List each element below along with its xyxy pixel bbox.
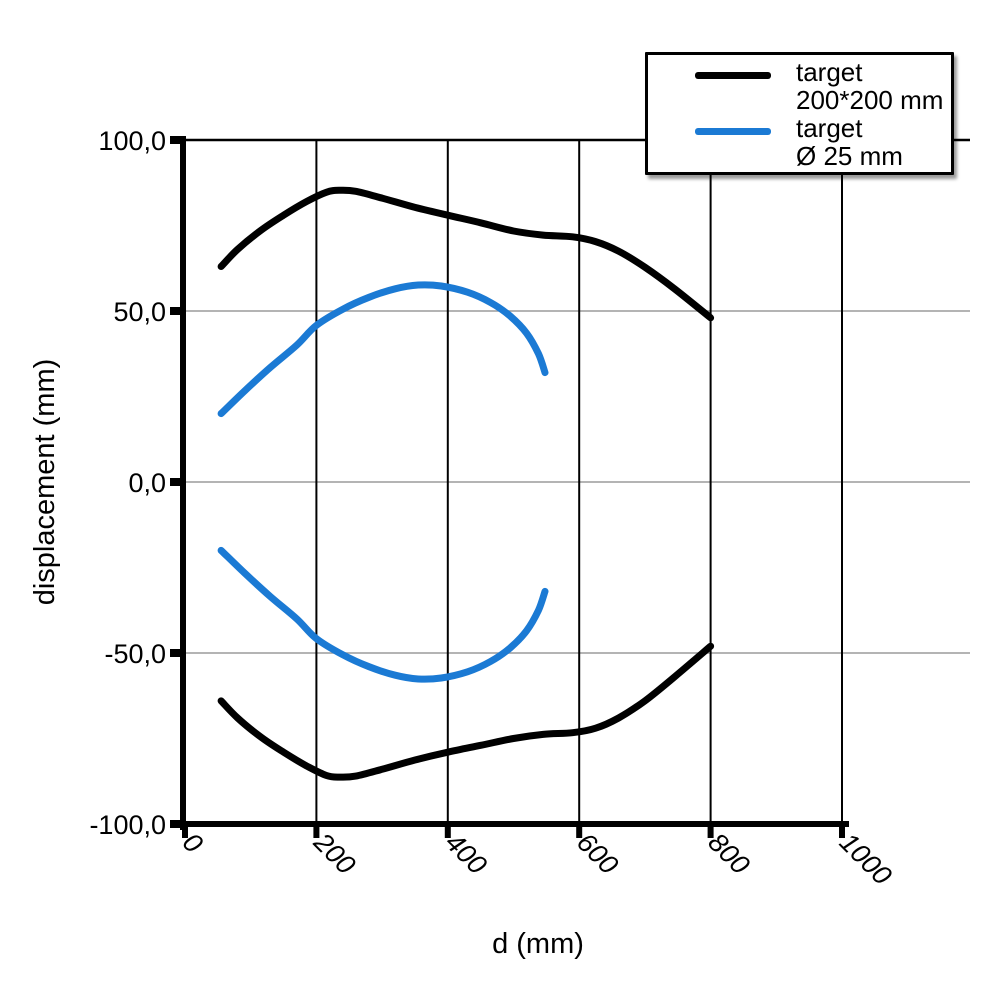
x-tick-1000 xyxy=(839,821,845,838)
y-tick-label-0: 0,0 xyxy=(128,468,166,498)
curve-target-200x200-lower xyxy=(217,642,715,781)
legend-line-black-icon xyxy=(695,71,771,79)
y-tick-0 xyxy=(170,478,182,486)
y-tick--50 xyxy=(170,649,182,657)
x-tick-800 xyxy=(707,821,714,838)
y-tick-label-50: 50,0 xyxy=(113,297,166,327)
x-tick-400 xyxy=(444,821,451,838)
legend-label: target 200*200 mm xyxy=(796,58,943,114)
legend-label-line1: target xyxy=(796,112,863,143)
y-tick-100 xyxy=(170,136,182,144)
legend-label-line2: 200*200 mm xyxy=(796,84,944,115)
y-tick-label-100: 100,0 xyxy=(98,126,166,156)
y-tick--100 xyxy=(170,820,182,828)
x-axis-title: d (mm) xyxy=(492,928,584,960)
curve-target-200x200-upper xyxy=(217,186,715,322)
y-tick-label--100: -100,0 xyxy=(89,810,166,840)
x-tick-0 xyxy=(182,821,188,838)
x-tick-200 xyxy=(313,821,320,838)
legend-line-blue-icon xyxy=(695,127,771,135)
legend-label-line1: target xyxy=(796,56,863,87)
y-tick-label--50: -50,0 xyxy=(104,639,166,669)
x-tick-label-0: 0 xyxy=(177,827,209,859)
y-axis-title: displacement (mm) xyxy=(29,358,61,606)
x-axis xyxy=(180,821,849,827)
legend: target 200*200 mm target Ø 25 mm xyxy=(645,52,954,175)
y-tick-50 xyxy=(170,307,182,315)
curve-target-d25-upper xyxy=(217,281,549,418)
x-tick-600 xyxy=(576,821,583,838)
legend-item-target-d25: target Ø 25 mm xyxy=(648,114,951,170)
y-axis xyxy=(180,136,186,830)
legend-item-target-200x200: target 200*200 mm xyxy=(648,58,951,114)
legend-label: target Ø 25 mm xyxy=(796,114,903,170)
legend-label-line2: Ø 25 mm xyxy=(796,140,903,171)
curve-target-d25-lower xyxy=(217,546,549,683)
